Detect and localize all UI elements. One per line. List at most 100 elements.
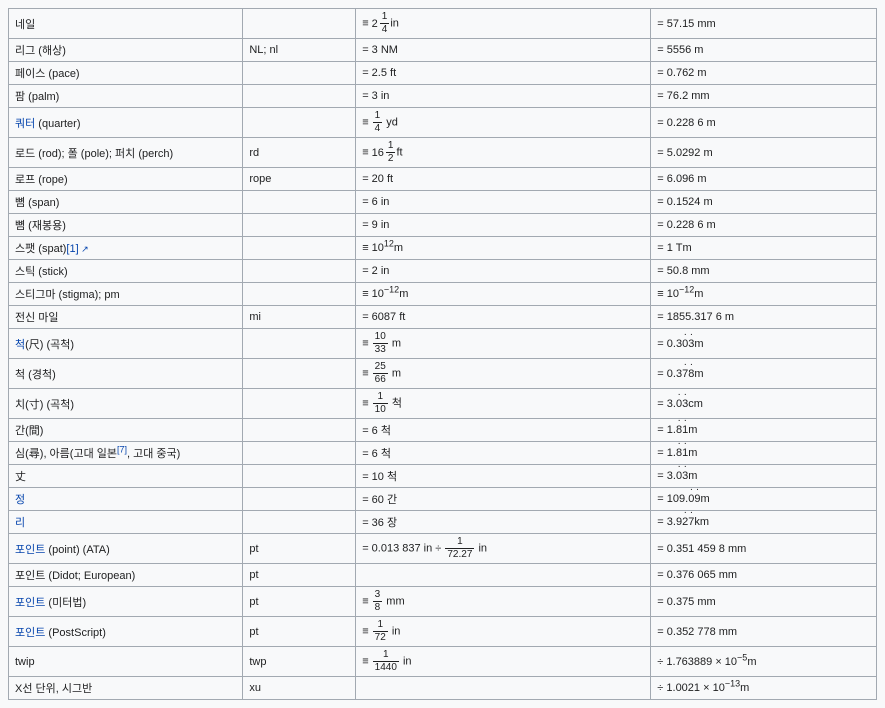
cell-si: = 5.0292 m (651, 138, 877, 168)
table-row: 로프 (rope)rope= 20 ft= 6.096 m (9, 168, 877, 191)
cell-name: 포인트 (point) (ATA) (9, 534, 243, 564)
cell-si: = 50.8 mm (651, 260, 877, 283)
cell-definition: = 2 in (356, 260, 651, 283)
cell-symbol (243, 85, 356, 108)
cell-name: 간(間) (9, 419, 243, 442)
table-row: 치(寸) (곡척)≡ 110 척= 3.03cm (9, 389, 877, 419)
cell-symbol (243, 62, 356, 85)
cell-name: 뼘 (재봉용) (9, 214, 243, 237)
link-point-ata[interactable]: 포인트 (15, 544, 45, 556)
cell-symbol (243, 389, 356, 419)
cell-name: 포인트 (PostScript) (9, 617, 243, 647)
cell-symbol (243, 260, 356, 283)
cell-name: 스틱 (stick) (9, 260, 243, 283)
cell-si: ÷ 1.0021 × 10−13m (651, 677, 877, 700)
cell-si: = 3.927km (651, 511, 877, 534)
cell-name: 정 (9, 488, 243, 511)
table-row: twiptwp≡ 11440 in÷ 1.763889 × 10−5m (9, 647, 877, 677)
table-row: 전신 마일mi= 6087 ft= 1855.317 6 m (9, 306, 877, 329)
cell-symbol: mi (243, 306, 356, 329)
cell-si: = 57.15 mm (651, 9, 877, 39)
cell-definition: ≡ 10−12m (356, 283, 651, 306)
cell-si: = 0.376 065 mm (651, 564, 877, 587)
cell-si: = 1855.317 6 m (651, 306, 877, 329)
cell-definition: ≡ 2566 m (356, 359, 651, 389)
table-row: 리 = 36 장= 3.927km (9, 511, 877, 534)
cell-symbol (243, 359, 356, 389)
cell-name: 치(寸) (곡척) (9, 389, 243, 419)
cell-symbol: xu (243, 677, 356, 700)
table-row: 로드 (rod); 폴 (pole); 퍼치 (perch)rd≡ 1612ft… (9, 138, 877, 168)
link-point-ps[interactable]: 포인트 (15, 627, 45, 639)
cell-definition: ≡ 110 척 (356, 389, 651, 419)
cell-name: 쿼터 (quarter) (9, 108, 243, 138)
link-quarter[interactable]: 쿼터 (15, 118, 35, 130)
table-row: 스틱 (stick) = 2 in= 50.8 mm (9, 260, 877, 283)
link-point-metric[interactable]: 포인트 (15, 597, 45, 609)
link-cheok[interactable]: 척 (15, 339, 25, 351)
cell-definition: = 3 NM (356, 39, 651, 62)
cell-name: 포인트 (Didot; European) (9, 564, 243, 587)
cell-symbol (243, 488, 356, 511)
ext-icon (79, 243, 89, 255)
table-row: 심(尋), 아름(고대 일본[7], 고대 중국)= 6 척= 1.81m (9, 442, 877, 465)
cell-name: twip (9, 647, 243, 677)
table-row: 丈= 10 척= 3.03m (9, 465, 877, 488)
cell-definition: ≡ 11440 in (356, 647, 651, 677)
cell-name: 포인트 (미터법) (9, 587, 243, 617)
cell-definition: = 36 장 (356, 511, 651, 534)
cell-si: = 0.303m (651, 329, 877, 359)
cell-definition: = 10 척 (356, 465, 651, 488)
cell-symbol (243, 465, 356, 488)
table-row: 간(間)= 6 척= 1.81m (9, 419, 877, 442)
cell-si: = 5556 m (651, 39, 877, 62)
cell-si: = 0.352 778 mm (651, 617, 877, 647)
cell-si: = 0.228 6 m (651, 214, 877, 237)
cell-name: 로드 (rod); 폴 (pole); 퍼치 (perch) (9, 138, 243, 168)
link-jeong[interactable]: 정 (15, 494, 25, 506)
cell-symbol: pt (243, 617, 356, 647)
ref-7[interactable]: [7] (117, 448, 127, 460)
cell-definition: = 60 간 (356, 488, 651, 511)
cell-definition: ≡ 1612ft (356, 138, 651, 168)
cell-si: = 0.378m (651, 359, 877, 389)
cell-name: 심(尋), 아름(고대 일본[7], 고대 중국) (9, 442, 243, 465)
table-row: 척(尺) (곡척) ≡ 1033 m= 0.303m (9, 329, 877, 359)
cell-symbol (243, 329, 356, 359)
cell-definition: ≡ 1033 m (356, 329, 651, 359)
cell-name: 척(尺) (곡척) (9, 329, 243, 359)
cell-symbol: rope (243, 168, 356, 191)
cell-name: 뼘 (span) (9, 191, 243, 214)
cell-definition: = 2.5 ft (356, 62, 651, 85)
cell-definition: = 6087 ft (356, 306, 651, 329)
cell-definition: ≡ 172 in (356, 617, 651, 647)
cell-name: X선 단위, 시그반 (9, 677, 243, 700)
cell-symbol: rd (243, 138, 356, 168)
link-ri[interactable]: 리 (15, 517, 25, 529)
cell-definition: = 0.013 837 in ÷ 172.27 in (356, 534, 651, 564)
cell-si: = 0.375 mm (651, 587, 877, 617)
cell-si: = 0.1524 m (651, 191, 877, 214)
table-row: 스팻 (spat)[1]≡ 1012m= 1 Tm (9, 237, 877, 260)
cell-definition (356, 564, 651, 587)
cell-name: 丈 (9, 465, 243, 488)
table-row: 쿼터 (quarter) ≡ 14 yd= 0.228 6 m (9, 108, 877, 138)
cell-symbol (243, 442, 356, 465)
cell-symbol: NL; nl (243, 39, 356, 62)
cell-symbol: pt (243, 534, 356, 564)
cell-definition: ≡ 1012m (356, 237, 651, 260)
cell-si: = 0.228 6 m (651, 108, 877, 138)
cell-definition: ≡ 14 yd (356, 108, 651, 138)
cell-name: 전신 마일 (9, 306, 243, 329)
table-row: 척 (경척)≡ 2566 m= 0.378m (9, 359, 877, 389)
table-row: 포인트 (미터법)pt≡ 38 mm= 0.375 mm (9, 587, 877, 617)
cell-symbol (243, 511, 356, 534)
cell-si: = 6.096 m (651, 168, 877, 191)
cell-definition: = 20 ft (356, 168, 651, 191)
ref-1[interactable]: [1] (66, 243, 78, 255)
cell-si: ÷ 1.763889 × 10−5m (651, 647, 877, 677)
cell-si: = 0.762 m (651, 62, 877, 85)
cell-symbol (243, 108, 356, 138)
cell-symbol (243, 9, 356, 39)
table-row: 페이스 (pace)= 2.5 ft= 0.762 m (9, 62, 877, 85)
